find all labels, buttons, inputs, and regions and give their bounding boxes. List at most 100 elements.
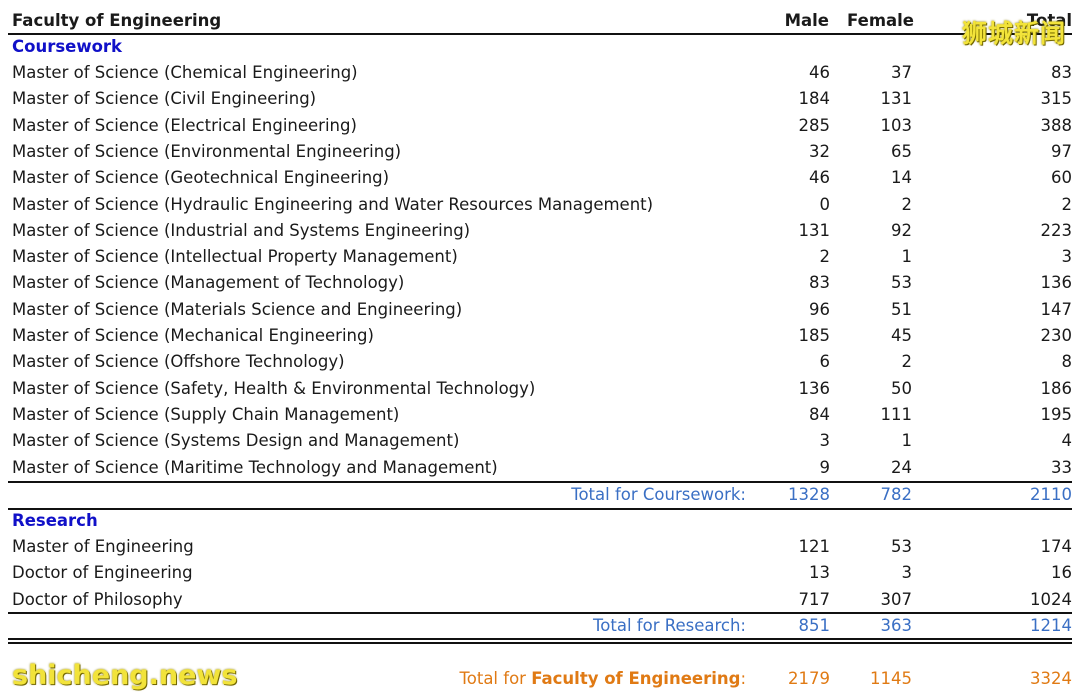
program-name: Master of Science (Materials Science and… xyxy=(12,299,463,319)
program-name: Master of Science (Safety, Health & Envi… xyxy=(12,378,536,398)
coursework-total-male: 1328 xyxy=(788,485,830,504)
male-count: 83 xyxy=(809,273,830,293)
program-name: Master of Science (Environmental Enginee… xyxy=(12,141,402,161)
coursework-divider xyxy=(8,481,1072,483)
female-column-heading: Female xyxy=(847,11,914,30)
total-count: 1024 xyxy=(1030,589,1072,609)
table-row: Master of Science (Environmental Enginee… xyxy=(8,139,1072,165)
female-count: 51 xyxy=(891,299,912,319)
male-count: 717 xyxy=(798,589,831,609)
total-count: 16 xyxy=(1051,563,1072,583)
program-name: Master of Science (Civil Engineering) xyxy=(12,89,317,109)
total-count: 315 xyxy=(1040,89,1073,109)
table-row: Master of Science (Management of Technol… xyxy=(8,270,1072,296)
total-count: 147 xyxy=(1040,299,1073,319)
program-name: Master of Science (Mechanical Engineerin… xyxy=(12,326,374,345)
coursework-total-total: 2110 xyxy=(1030,485,1072,504)
total-count: 60 xyxy=(1051,168,1072,188)
table-row: Master of Science (Geotechnical Engineer… xyxy=(8,165,1072,191)
table-row: Master of Science (Intellectual Property… xyxy=(8,244,1072,270)
research-total-male: 851 xyxy=(798,616,831,635)
female-count: 92 xyxy=(891,220,912,240)
grand-total-female: 1145 xyxy=(870,669,912,688)
female-count: 2 xyxy=(901,194,913,214)
table-row: Master of Science (Mechanical Engineerin… xyxy=(8,323,1072,349)
female-count: 131 xyxy=(880,89,913,109)
total-count: 4 xyxy=(1061,431,1073,451)
table-row: Master of Science (Civil Engineering) 184… xyxy=(8,86,1072,112)
research-total-divider-2 xyxy=(8,642,1072,644)
table-row: Doctor of Engineering 13 3 16 xyxy=(8,560,1072,586)
program-name: Master of Science (Systems Design and Ma… xyxy=(12,431,460,451)
female-count: 24 xyxy=(891,457,912,477)
program-name: Master of Science (Maritime Technology a… xyxy=(12,457,498,477)
research-total-female: 363 xyxy=(880,616,913,635)
total-count: 2 xyxy=(1061,194,1073,214)
watermark-bottom: shicheng.news xyxy=(12,660,238,691)
female-count: 307 xyxy=(880,589,913,609)
grand-total-faculty: Faculty of Engineering xyxy=(531,669,741,688)
research-divider xyxy=(8,612,1072,614)
grand-total-prefix: Total for xyxy=(459,669,532,688)
total-count: 174 xyxy=(1040,537,1073,556)
table-row: Doctor of Philosophy 717 307 1024 xyxy=(8,587,1072,613)
table-row: Master of Science (Electrical Engineerin… xyxy=(8,113,1072,139)
coursework-total-label: Total for Coursework: xyxy=(571,485,746,504)
total-count: 388 xyxy=(1040,115,1073,135)
program-name: Doctor of Engineering xyxy=(12,563,193,583)
female-count: 53 xyxy=(891,537,912,556)
male-count: 285 xyxy=(798,115,831,135)
table-row: Master of Engineering 121 53 174 xyxy=(8,534,1072,560)
male-count: 184 xyxy=(798,89,831,109)
male-count: 9 xyxy=(819,457,831,477)
male-count: 121 xyxy=(798,537,831,556)
research-total-divider-1 xyxy=(8,638,1072,640)
grand-total-total: 3324 xyxy=(1030,669,1072,688)
research-section-heading: Research xyxy=(8,508,1072,534)
table-row: Master of Science (Maritime Technology a… xyxy=(8,455,1072,481)
program-name: Master of Science (Offshore Technology) xyxy=(12,352,345,372)
male-count: 2 xyxy=(819,247,831,267)
female-count: 1 xyxy=(901,247,913,267)
male-count: 185 xyxy=(798,326,831,345)
research-total-row: Total for Research: 851 363 1214 xyxy=(8,613,1072,639)
research-total-total: 1214 xyxy=(1030,616,1072,635)
grand-total-label: Total for Faculty of Engineering: xyxy=(459,666,746,692)
program-name: Doctor of Philosophy xyxy=(12,589,183,609)
table-row: Master of Science (Hydraulic Engineering… xyxy=(8,192,1072,218)
total-count: 223 xyxy=(1040,220,1073,240)
table-row: Master of Science (Safety, Health & Envi… xyxy=(8,376,1072,402)
header-divider xyxy=(8,33,1072,35)
female-count: 3 xyxy=(901,563,913,583)
total-count: 33 xyxy=(1051,457,1072,477)
male-count: 131 xyxy=(798,220,831,240)
grand-total-row: Total for Faculty of Engineering: 2179 1… xyxy=(8,666,1072,692)
program-name: Master of Science (Geotechnical Engineer… xyxy=(12,168,390,188)
program-name: Master of Science (Industrial and System… xyxy=(12,220,471,240)
total-count: 186 xyxy=(1040,378,1073,398)
total-count: 3 xyxy=(1061,247,1073,267)
coursework-title: Coursework xyxy=(12,37,123,56)
table-row: Master of Science (Supply Chain Manageme… xyxy=(8,402,1072,428)
total-count: 136 xyxy=(1040,273,1073,293)
male-count: 96 xyxy=(809,299,830,319)
coursework-total-row: Total for Coursework: 1328 782 2110 xyxy=(8,482,1072,508)
male-count: 32 xyxy=(809,141,830,161)
male-count: 6 xyxy=(819,352,831,372)
male-column-heading: Male xyxy=(784,11,829,30)
female-count: 37 xyxy=(891,63,912,82)
total-count: 230 xyxy=(1040,326,1073,345)
grand-total-male: 2179 xyxy=(788,669,830,688)
female-count: 50 xyxy=(891,378,912,398)
male-count: 84 xyxy=(809,404,830,424)
program-name: Master of Science (Electrical Engineerin… xyxy=(12,115,357,135)
total-count: 8 xyxy=(1061,352,1073,372)
male-count: 0 xyxy=(819,194,831,214)
male-count: 13 xyxy=(809,563,830,583)
table-row: Master of Science (Systems Design and Ma… xyxy=(8,428,1072,454)
female-count: 2 xyxy=(901,352,913,372)
program-name: Master of Science (Supply Chain Manageme… xyxy=(12,404,400,424)
program-name: Master of Science (Hydraulic Engineering… xyxy=(12,194,654,214)
female-count: 14 xyxy=(891,168,912,188)
female-count: 65 xyxy=(891,141,912,161)
